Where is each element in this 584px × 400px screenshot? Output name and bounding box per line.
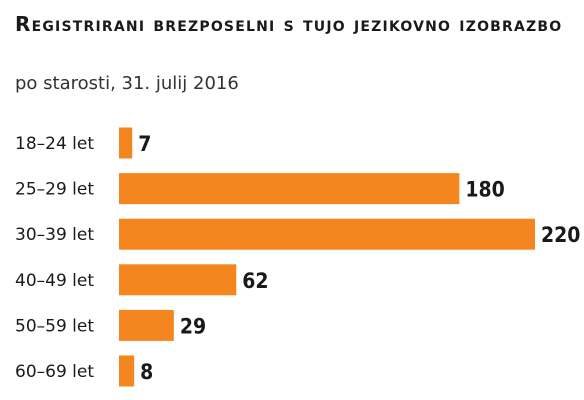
chart-subtitle: po starosti, 31. julij 2016	[15, 73, 239, 94]
bar	[119, 309, 174, 341]
category-label: 30–39 let	[15, 225, 94, 245]
bar	[119, 355, 135, 387]
bar	[119, 127, 133, 159]
value-label: 62	[242, 269, 268, 293]
value-label: 8	[140, 360, 153, 384]
category-label: 25–29 let	[15, 180, 94, 200]
category-label: 50–59 let	[15, 316, 94, 336]
category-label: 60–69 let	[15, 362, 94, 382]
value-label: 180	[465, 178, 504, 202]
category-label: 40–49 let	[15, 271, 94, 291]
value-label: 29	[180, 314, 206, 338]
chart-title: Registrirani brezposelni s tujo jezikovn…	[15, 12, 563, 36]
value-label: 7	[138, 132, 151, 156]
value-label: 220	[541, 223, 580, 247]
category-label: 18–24 let	[15, 134, 94, 154]
bar	[119, 218, 535, 250]
bar	[119, 264, 237, 296]
bar	[119, 173, 460, 205]
